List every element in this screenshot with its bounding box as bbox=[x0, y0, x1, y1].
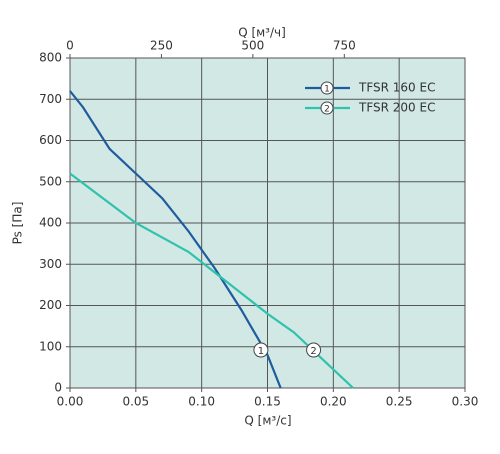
x2-tick-label: 500 bbox=[241, 39, 264, 53]
y-tick-label: 600 bbox=[39, 133, 62, 147]
x-tick-label: 0.05 bbox=[122, 395, 149, 409]
curve-marker-label: 1 bbox=[258, 346, 264, 357]
x2-axis-title: Q [м³/ч] bbox=[238, 26, 286, 40]
y-tick-label: 0 bbox=[54, 381, 62, 395]
x-tick-label: 0.00 bbox=[57, 395, 84, 409]
x2-tick-label: 250 bbox=[150, 39, 173, 53]
x-tick-label: 0.20 bbox=[320, 395, 347, 409]
curve-marker bbox=[306, 342, 322, 358]
y-tick-label: 300 bbox=[39, 257, 62, 271]
y-tick-label: 500 bbox=[39, 174, 62, 188]
x-tick-label: 0.30 bbox=[452, 395, 479, 409]
curve-marker-label: 2 bbox=[310, 346, 316, 357]
y-tick-label: 400 bbox=[39, 216, 62, 230]
x-tick-label: 0.15 bbox=[254, 395, 281, 409]
x-axis-title: Q [м³/с] bbox=[244, 414, 291, 428]
y-tick-label: 100 bbox=[39, 339, 62, 353]
x2-tick-label: 750 bbox=[333, 39, 356, 53]
y-tick-label: 800 bbox=[39, 51, 62, 65]
y-tick-label: 700 bbox=[39, 92, 62, 106]
series-line bbox=[69, 172, 354, 389]
legend-label: TFSR 200 EC bbox=[358, 101, 435, 115]
series-line bbox=[69, 90, 282, 389]
x-tick-label: 0.10 bbox=[188, 395, 215, 409]
legend-marker bbox=[320, 81, 334, 95]
legend-label: TFSR 160 EC bbox=[358, 81, 435, 95]
y-axis-title: Ps [Па] bbox=[11, 202, 25, 245]
legend-marker bbox=[320, 101, 334, 115]
x2-tick-label: 0 bbox=[66, 39, 74, 53]
legend-marker-label: 2 bbox=[324, 105, 330, 115]
x-tick-label: 0.25 bbox=[386, 395, 413, 409]
curve-marker bbox=[253, 342, 269, 358]
plot-frame bbox=[69, 57, 466, 389]
legend-marker-label: 1 bbox=[324, 85, 330, 95]
y-tick-label: 200 bbox=[39, 298, 62, 312]
